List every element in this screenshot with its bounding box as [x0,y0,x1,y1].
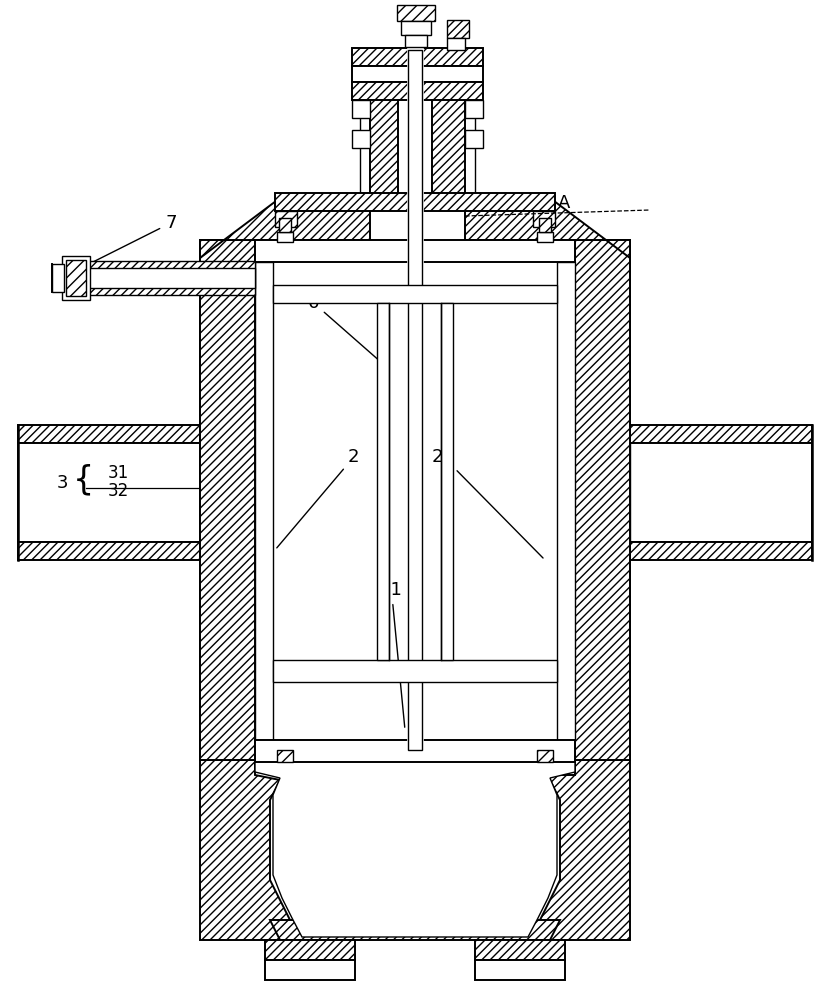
Polygon shape [575,240,630,443]
Polygon shape [255,760,575,937]
Bar [475,960,565,980]
Bar [401,21,431,35]
Bar [84,261,255,295]
Bar [18,542,200,560]
Bar [255,262,273,740]
Text: 3: 3 [56,474,68,492]
Bar [255,240,575,262]
Bar [465,100,483,118]
Bar [265,940,355,960]
Bar [265,960,355,980]
Text: 7: 7 [80,214,177,269]
Bar [352,66,483,82]
Bar [630,425,812,443]
Bar [475,940,565,960]
Bar [84,268,255,288]
Bar [275,211,297,227]
Polygon shape [575,542,630,760]
Polygon shape [200,198,370,258]
Bar [275,193,555,211]
Bar [432,50,465,198]
Text: 6: 6 [308,294,380,361]
Text: A: A [558,194,570,212]
Text: 31: 31 [108,464,129,482]
Bar [255,740,575,762]
Bar [273,285,557,303]
Bar [277,232,293,242]
Bar [52,264,64,292]
Bar [447,20,469,38]
Polygon shape [200,760,300,940]
Polygon shape [200,240,255,443]
Bar [352,82,483,100]
Bar [279,218,291,232]
Bar [273,660,557,682]
Bar [537,232,553,242]
Bar [441,303,453,660]
Bar [397,5,435,21]
Bar [630,443,812,542]
Text: 32: 32 [108,482,129,500]
Bar [575,240,630,760]
Bar [18,443,200,542]
Bar [557,262,575,740]
Bar [447,38,465,50]
Bar [352,130,370,148]
Bar [352,100,370,118]
Bar [352,48,483,66]
Text: {: { [73,464,95,496]
Bar [62,256,90,300]
Bar [630,542,812,560]
Bar [66,260,86,296]
Text: 21: 21 [380,581,405,727]
Text: 1: 1 [370,141,394,205]
Bar [465,130,483,148]
Bar [200,240,255,760]
Polygon shape [200,443,255,542]
Bar [18,425,200,443]
Text: 22: 22 [432,448,543,558]
Bar [370,50,398,198]
Bar [408,50,422,750]
Bar [405,35,427,47]
Text: 2: 2 [276,448,359,548]
Bar [539,218,551,232]
Bar [277,750,293,762]
Polygon shape [465,198,630,258]
Bar [533,211,555,227]
Bar [537,750,553,762]
Polygon shape [530,760,630,940]
Text: 321: 321 [582,476,628,528]
Polygon shape [575,443,630,542]
Bar [377,303,389,660]
Polygon shape [270,920,560,940]
Polygon shape [200,542,255,760]
